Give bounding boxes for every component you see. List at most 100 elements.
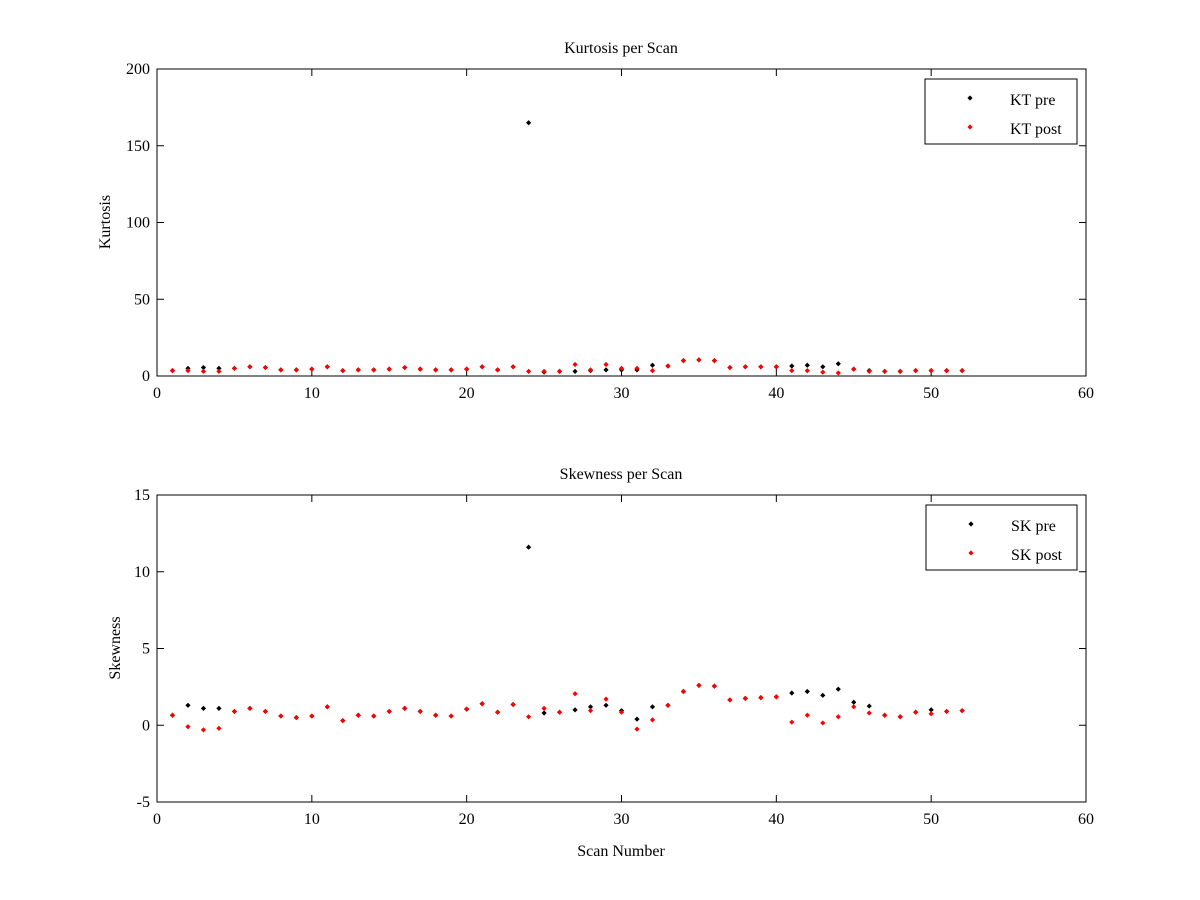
kurtosis-subplot: Kurtosis per Scan Kurtosis 0 10 20 30 40 50 60… [97, 40, 1094, 402]
kurtosis-legend-marker-kt-post [967, 124, 973, 130]
skewness-legend-marker-sk-pre [968, 521, 974, 527]
skewness-point-sk-post [216, 725, 222, 731]
skewness-point-sk-post [324, 704, 330, 710]
kurtosis-point-kt-post [200, 368, 207, 374]
skewness-point-sk-post [293, 714, 299, 721]
skewness-point-sk-post [897, 714, 903, 720]
skewness-point-sk-post [433, 712, 439, 718]
skewness-x-tick-label: 20 [459, 811, 475, 828]
kurtosis-point-kt-post [293, 367, 299, 373]
skewness-point-sk-post [913, 709, 919, 715]
skewness-point-sk-post [587, 708, 594, 714]
skewness-point-sk-post [200, 727, 207, 733]
kurtosis-point-kt-post [649, 368, 656, 374]
kurtosis-marks-layer [169, 120, 965, 376]
skewness-point-sk-post [944, 708, 950, 715]
skewness-point-sk-pre [789, 690, 795, 696]
kurtosis-y-tick-label: 150 [126, 138, 150, 155]
kurtosis-x-tick-label: 20 [459, 385, 475, 402]
kurtosis-chart-title: Kurtosis per Scan [564, 40, 678, 57]
skewness-point-sk-post [789, 719, 795, 725]
kurtosis-point-kt-pre [835, 361, 841, 367]
kurtosis-point-kt-pre [216, 365, 222, 371]
kurtosis-point-kt-post [231, 365, 238, 371]
kurtosis-point-kt-post [773, 364, 779, 370]
kurtosis-point-kt-post [479, 364, 485, 370]
skewness-point-sk-post [727, 697, 733, 703]
skewness-point-sk-post [758, 695, 764, 701]
kurtosis-point-kt-post [262, 364, 268, 371]
skewness-point-sk-pre [587, 704, 594, 710]
skewness-point-sk-post [866, 710, 872, 716]
skewness-point-sk-post [510, 701, 516, 708]
kurtosis-point-kt-post [324, 364, 330, 370]
kurtosis-point-kt-post [618, 365, 625, 371]
skewness-chart-title: Skewness per Scan [560, 466, 683, 483]
kurtosis-point-kt-post [866, 368, 872, 374]
kurtosis-point-kt-post [913, 368, 919, 374]
skewness-y-tick-label: 15 [134, 487, 150, 504]
skewness-marks-layer [169, 544, 965, 733]
skewness-point-sk-post [711, 683, 717, 689]
skewness-point-sk-pre [928, 707, 934, 713]
skewness-point-sk-post [773, 694, 779, 700]
skewness-point-sk-post [169, 712, 176, 718]
kurtosis-y-tick-label: 50 [134, 291, 150, 308]
skewness-point-sk-pre [649, 704, 656, 710]
skewness-point-sk-post [928, 711, 934, 717]
kurtosis-point-kt-post [309, 366, 315, 372]
skewness-x-tick-label: 10 [304, 811, 320, 828]
skewness-point-sk-post [556, 709, 563, 715]
kurtosis-point-kt-post [789, 368, 795, 374]
kurtosis-legend-box [924, 78, 1078, 145]
skewness-y-tick-label: 5 [142, 641, 150, 658]
skewness-y-tick-label: -5 [137, 794, 150, 811]
kurtosis-point-kt-post [944, 368, 950, 374]
kurtosis-legend-label-kt-pre: KT pre [1010, 92, 1055, 109]
kurtosis-point-kt-post [835, 370, 841, 376]
kurtosis-point-kt-post [464, 366, 470, 372]
skewness-point-sk-post [495, 709, 501, 715]
skewness-legend-layer: SK pre SK post [925, 504, 1078, 571]
kurtosis-point-kt-post [433, 367, 439, 373]
skewness-point-sk-post [231, 708, 238, 715]
kurtosis-point-kt-post [587, 367, 594, 373]
skewness-point-sk-post [448, 713, 454, 719]
kurtosis-point-kt-post [882, 368, 888, 374]
kurtosis-point-kt-post [340, 368, 346, 374]
skewness-legend-box [925, 504, 1078, 571]
kurtosis-point-kt-post [402, 364, 408, 371]
kurtosis-x-tick-label: 50 [923, 385, 939, 402]
kurtosis-point-kt-post [572, 361, 578, 368]
kurtosis-point-kt-post [711, 358, 717, 364]
skewness-x-axis-label: Scan Number [577, 843, 665, 860]
kurtosis-point-kt-post [742, 364, 748, 370]
skewness-point-sk-pre [216, 705, 222, 711]
kurtosis-point-kt-post [556, 368, 563, 374]
kurtosis-y-axis-label: Kurtosis [97, 195, 114, 249]
kurtosis-point-kt-post [634, 365, 640, 371]
skewness-y-tick-label: 10 [134, 564, 150, 581]
kurtosis-y-tick-label: 200 [126, 61, 150, 78]
kurtosis-point-kt-post [897, 368, 903, 374]
kurtosis-point-kt-pre [200, 364, 207, 371]
kurtosis-point-kt-post [959, 368, 965, 374]
kurtosis-point-kt-post [216, 368, 222, 374]
kurtosis-x-tick-label: 40 [768, 385, 784, 402]
skewness-point-sk-post [804, 712, 810, 718]
kurtosis-point-kt-post [278, 367, 284, 373]
skewness-point-sk-pre [804, 688, 810, 695]
skewness-point-sk-pre [634, 716, 640, 722]
skewness-point-sk-post [820, 720, 826, 726]
skewness-point-sk-pre [526, 544, 532, 550]
kurtosis-x-tick-label: 10 [304, 385, 320, 402]
kurtosis-point-kt-pre [649, 362, 656, 368]
kurtosis-point-kt-pre [820, 364, 826, 370]
kurtosis-point-kt-pre [804, 362, 810, 368]
kurtosis-legend-label-kt-post: KT post [1010, 121, 1062, 138]
skewness-point-sk-pre [835, 686, 841, 692]
kurtosis-x-tick-label: 0 [153, 385, 161, 402]
